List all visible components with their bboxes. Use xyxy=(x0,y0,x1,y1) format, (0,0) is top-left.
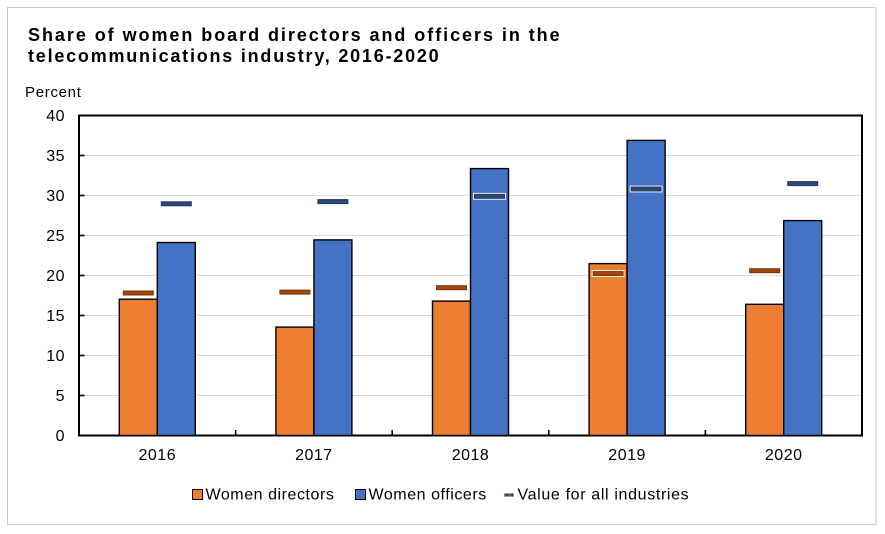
svg-text:20: 20 xyxy=(46,268,65,285)
svg-text:telecommunications industry, 2: telecommunications industry, 2016-2020 xyxy=(28,46,440,66)
svg-text:2019: 2019 xyxy=(608,447,646,464)
svg-text:40: 40 xyxy=(46,108,65,125)
svg-text:25: 25 xyxy=(46,228,65,245)
svg-text:15: 15 xyxy=(46,308,65,325)
svg-text:0: 0 xyxy=(56,428,65,445)
svg-text:30: 30 xyxy=(46,188,65,205)
svg-text:Women directors: Women directors xyxy=(206,487,335,504)
svg-text:35: 35 xyxy=(46,148,65,165)
svg-text:10: 10 xyxy=(46,348,65,365)
svg-text:Women officers: Women officers xyxy=(369,487,487,504)
svg-text:5: 5 xyxy=(56,388,65,405)
svg-text:2017: 2017 xyxy=(295,447,333,464)
svg-text:2018: 2018 xyxy=(452,447,490,464)
svg-text:2020: 2020 xyxy=(765,447,803,464)
svg-text:Share of women board directors: Share of women board directors and offic… xyxy=(28,25,562,45)
svg-text:2016: 2016 xyxy=(139,447,177,464)
svg-text:Value for all industries: Value for all industries xyxy=(518,487,690,504)
svg-text:Percent: Percent xyxy=(25,84,82,101)
